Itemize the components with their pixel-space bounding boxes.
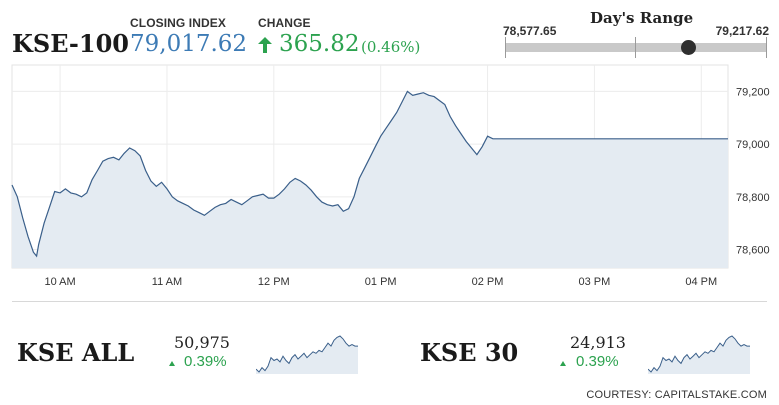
- kse-30-value: 24,913: [570, 333, 626, 352]
- x-tick-label: 02 PM: [472, 276, 504, 288]
- kse-30-up-icon: [560, 361, 566, 366]
- days-range-title: Day's Range: [590, 9, 694, 27]
- main-chart: 10 AM 11 AM 12 PM 01 PM 02 PM 03 PM 04 PM 79,20…: [11, 64, 770, 288]
- kse-30-change: 0.39%: [576, 353, 619, 370]
- kse-all-up-icon: [169, 361, 175, 366]
- days-range-bar: [505, 37, 767, 58]
- sparkline-line: [648, 335, 750, 373]
- kse-all-sparkline: [256, 335, 358, 374]
- sparkline-area: [256, 336, 358, 374]
- days-range-low: 78,577.65: [503, 24, 557, 38]
- source-credit: COURTESY: CAPITALSTAKE.COM: [586, 389, 767, 401]
- series-line: [11, 90, 728, 258]
- sparkline-area: [648, 336, 750, 374]
- closing-index-value: 79,017.62: [130, 31, 248, 57]
- y-tick-label: 78,600: [736, 245, 770, 257]
- x-tick-label: 03 PM: [579, 276, 611, 288]
- index-name: KSE-100: [12, 29, 129, 58]
- divider: [12, 301, 767, 302]
- x-tick-label: 01 PM: [365, 276, 397, 288]
- days-range-high: 79,217.62: [715, 24, 769, 38]
- closing-index-label: CLOSING INDEX: [130, 16, 226, 30]
- kse-all-name: KSE ALL: [17, 338, 135, 367]
- sparkline-line: [256, 335, 358, 373]
- y-tick-label: 79,000: [736, 139, 770, 151]
- y-tick-label: 78,800: [736, 192, 770, 204]
- change-label: CHANGE: [258, 16, 311, 30]
- range-tick-mid: [635, 37, 636, 58]
- kse-all-value: 50,975: [174, 333, 230, 352]
- range-knob: [681, 40, 697, 55]
- kse-30-name: KSE 30: [420, 338, 519, 367]
- y-tick-label: 79,200: [736, 86, 770, 98]
- x-tick-label: 10 AM: [44, 276, 75, 288]
- kse-all-change: 0.39%: [184, 353, 227, 370]
- change-percent: (0.46%): [361, 38, 421, 56]
- x-tick-label: 11 AM: [152, 276, 182, 288]
- arrow-up-icon: [258, 37, 272, 53]
- kse-30-sparkline: [648, 335, 750, 374]
- series-area: [12, 91, 728, 269]
- range-tick-left: [505, 37, 506, 58]
- x-tick-label: 04 PM: [685, 276, 717, 288]
- x-tick-label: 12 PM: [258, 276, 290, 288]
- change-value: 365.82: [279, 31, 360, 57]
- range-tick-right: [766, 37, 767, 58]
